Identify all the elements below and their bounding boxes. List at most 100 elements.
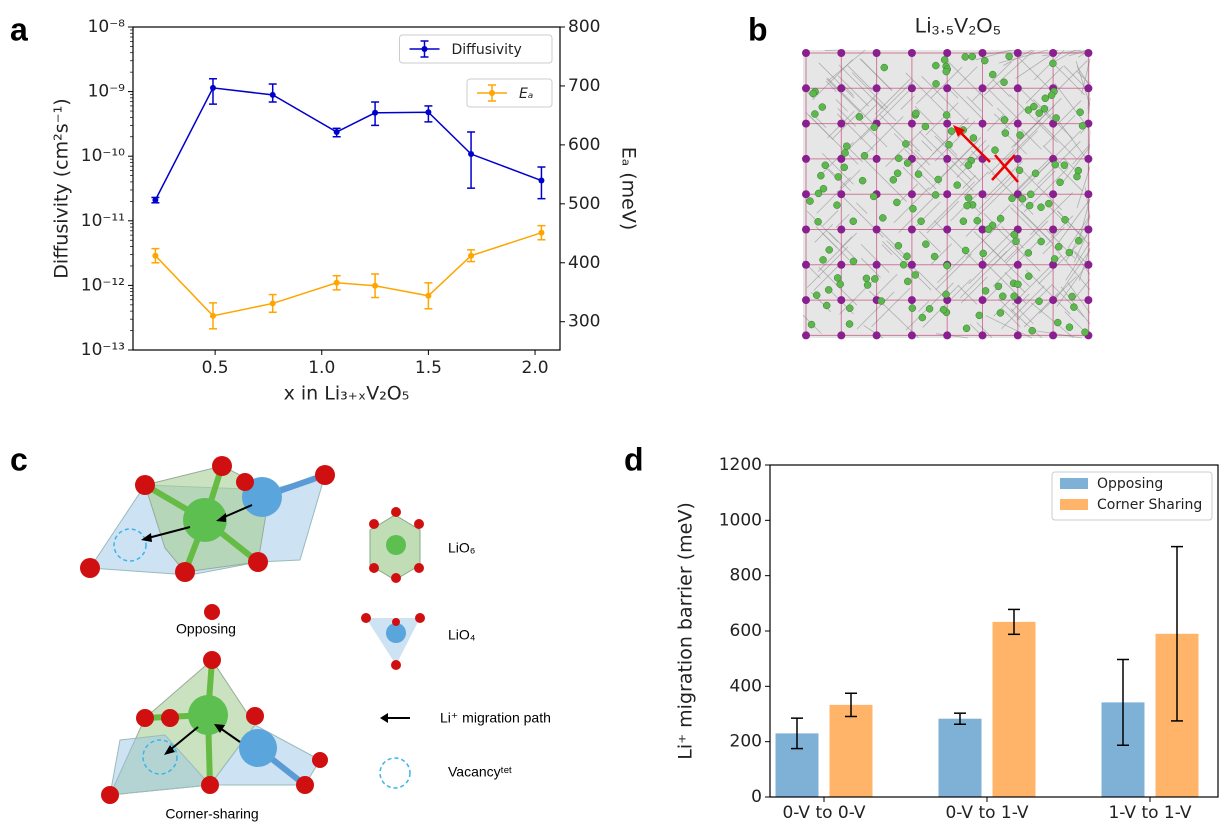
li-atom (1055, 243, 1062, 250)
li-atom (1062, 216, 1069, 223)
o-atom (135, 475, 155, 495)
v-atom (1014, 49, 1022, 57)
li-atom (871, 275, 878, 282)
li-atom (981, 57, 988, 64)
o-atom (315, 465, 335, 485)
o-atom (212, 456, 232, 476)
li-atom (861, 152, 868, 159)
legend-arrow (380, 713, 388, 723)
v-atom (873, 331, 881, 339)
legend-icon (386, 535, 406, 555)
legend-icon (361, 613, 371, 623)
data-point (334, 280, 340, 286)
li-atom (850, 218, 857, 225)
li-atom (1011, 231, 1018, 238)
li-atom (964, 202, 971, 209)
li-atom (1070, 304, 1077, 311)
v-atom (1049, 190, 1057, 198)
li-atom (820, 256, 827, 263)
v-atom (873, 226, 881, 234)
li-atom (997, 309, 1004, 316)
li-atom (878, 298, 885, 305)
li-atom (1019, 195, 1026, 202)
y2-tick-label: 300 (568, 312, 600, 332)
legend-swatch (1060, 499, 1088, 510)
li-atom (807, 198, 814, 205)
data-point (152, 253, 158, 259)
v-atom (943, 155, 951, 163)
li-atom (871, 124, 878, 131)
v-atom (979, 49, 987, 57)
li-atom (965, 162, 972, 169)
li-atom (895, 242, 902, 249)
li-atom (900, 261, 907, 268)
v-atom (837, 84, 845, 92)
data-point (334, 129, 340, 135)
v-atom (837, 190, 845, 198)
li-atom (1077, 109, 1084, 116)
li-atom (1012, 238, 1019, 245)
v-atom (943, 331, 951, 339)
li-atom (997, 215, 1004, 222)
li-atom (935, 176, 942, 183)
v-atom (802, 296, 810, 304)
li-atom (1061, 162, 1068, 169)
v-atom (837, 49, 845, 57)
li-atom (841, 164, 848, 171)
y-axis-label: Li⁺ migration barrier (meV) (675, 502, 697, 760)
panel-letter: b (748, 11, 768, 47)
o-atom (80, 558, 100, 578)
li-atom (863, 275, 870, 282)
li-atom (811, 110, 818, 117)
li-atom (931, 253, 938, 260)
li-atom (1025, 249, 1032, 256)
v-atom (837, 226, 845, 234)
v-atom (908, 226, 916, 234)
y2-tick-label: 800 (568, 17, 600, 37)
li-atom (919, 314, 926, 321)
panel-letter: a (10, 11, 28, 47)
v-atom (837, 331, 845, 339)
y-tick-label: 600 (730, 621, 762, 641)
y2-tick-label: 500 (568, 194, 600, 214)
o-atom (204, 604, 220, 620)
li-atom (909, 205, 916, 212)
li-atom (1073, 173, 1080, 180)
plot-frame (133, 27, 560, 350)
li-atom (1079, 122, 1086, 129)
v-atom (979, 190, 987, 198)
legend-icon (369, 563, 379, 573)
v-atom (802, 226, 810, 234)
legend-label: Diffusivity (452, 42, 522, 58)
li-atom (1009, 195, 1016, 202)
y-tick-label: 0 (751, 787, 762, 807)
li-atom (943, 112, 950, 119)
v-atom (1084, 296, 1092, 304)
x-axis-label: x in Li₃₊ₓV₂O₅ (284, 383, 410, 405)
y-tick-label: 400 (730, 676, 762, 696)
li-atom (915, 171, 922, 178)
li-atom (974, 217, 981, 224)
bar (939, 719, 982, 797)
data-point (152, 197, 158, 203)
v-atom (802, 49, 810, 57)
legend-marker (489, 90, 495, 96)
li-atom (948, 128, 955, 135)
v-atom (1084, 261, 1092, 269)
diagram-label: Corner-sharing (165, 806, 258, 822)
legend-icon (391, 660, 401, 670)
v-atom (908, 190, 916, 198)
li-atom (940, 306, 947, 313)
x-tick-label: 1.0 (308, 358, 335, 378)
v-atom (908, 49, 916, 57)
li-atom (909, 305, 916, 312)
v-atom (1014, 331, 1022, 339)
v-atom (837, 261, 845, 269)
li-atom (970, 134, 977, 141)
bar (993, 622, 1036, 797)
li-atom (1036, 298, 1043, 305)
v-atom (908, 331, 916, 339)
li-atom (932, 62, 939, 69)
diagram-label: Li⁺ migration path (440, 710, 551, 726)
v-atom (1084, 49, 1092, 57)
